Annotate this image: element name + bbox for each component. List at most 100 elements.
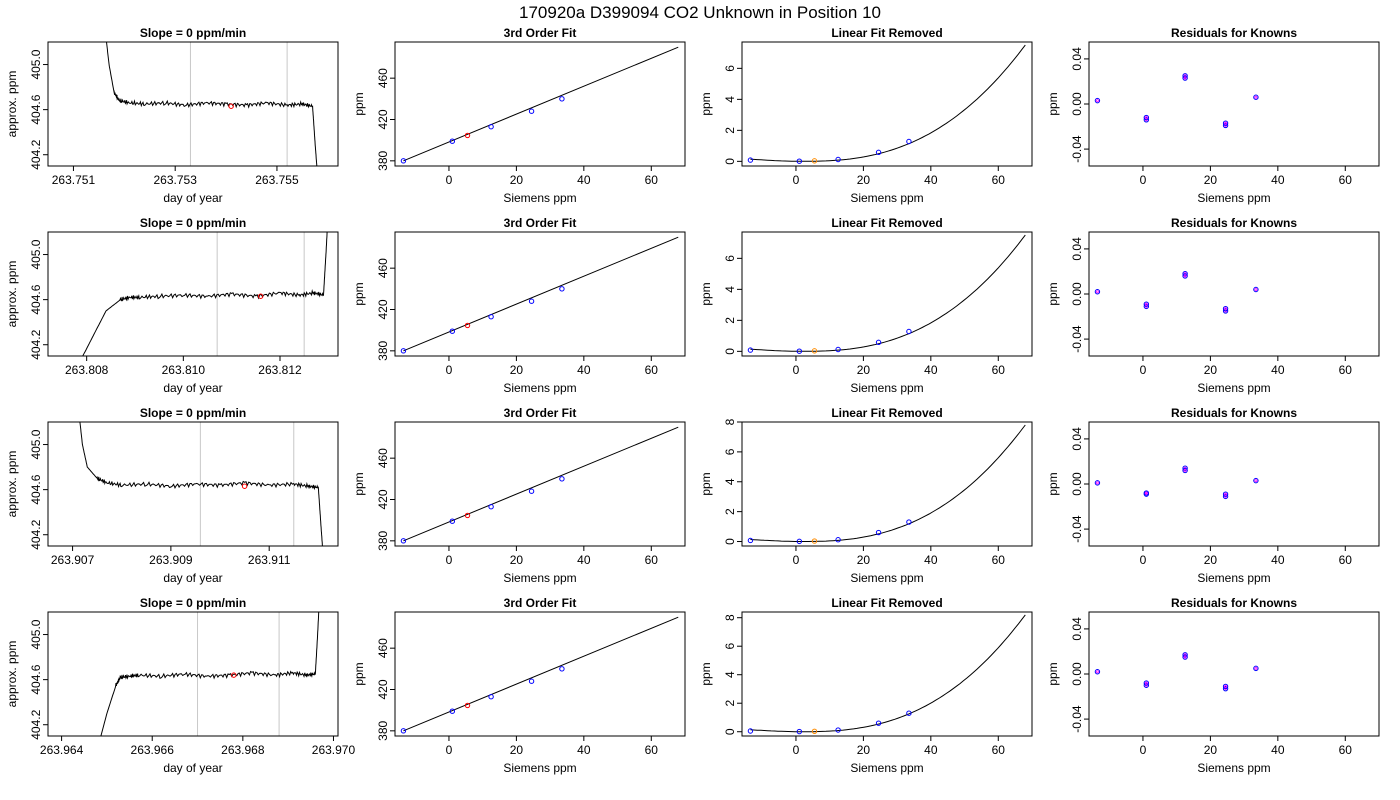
x-tick-label: 0 xyxy=(793,363,800,377)
panel-1-3: Residuals for Knowns 0 20 40 60 -0.04 0.00 0.04… xyxy=(1046,216,1380,395)
y-tick-label: 405.0 xyxy=(29,619,43,649)
panel-3-1: 3rd Order Fit 0 20 40 60 380 420 460 Siemens ppm… xyxy=(352,596,686,775)
panel-0-2: Linear Fit Removed 0 20 40 60 0 2 4 6 Siemens ppm… xyxy=(699,26,1033,205)
plot-area xyxy=(747,424,1026,545)
panel-title: Linear Fit Removed xyxy=(831,26,942,40)
known-point xyxy=(528,298,535,304)
y-tick-label: 0 xyxy=(723,728,737,735)
mean-point xyxy=(257,293,264,299)
x-tick-label: 0 xyxy=(1140,173,1147,187)
panel-3-0: Slope = 0 ppm/min 263.964 263.966 263.968 26… xyxy=(5,596,356,775)
known-point xyxy=(559,96,565,102)
panel-1-1: 3rd Order Fit 0 20 40 60 380 420 460 Siemens ppm… xyxy=(352,216,686,395)
y-tick-label: 460 xyxy=(376,258,390,278)
panel-3-2: Linear Fit Removed 0 20 40 60 0 2 4 6 8 Siemens pp… xyxy=(699,596,1033,775)
known-point xyxy=(400,348,407,354)
y-tick-label: 0 xyxy=(723,158,737,165)
panel-title: Linear Fit Removed xyxy=(831,596,942,610)
residual-point xyxy=(1222,122,1229,129)
y-axis-label: ppm xyxy=(352,472,366,495)
y-tick-label: 0 xyxy=(723,348,737,355)
plot-frame xyxy=(1088,231,1380,357)
y-tick-label: 2 xyxy=(723,508,737,515)
known-point xyxy=(835,156,841,163)
y-axis-label: ppm xyxy=(1046,472,1060,495)
x-tick-label: 0 xyxy=(793,553,800,567)
x-axis-label: Siemens ppm xyxy=(1197,761,1270,775)
y-tick-label: 0.04 xyxy=(1070,617,1084,641)
known-point xyxy=(488,124,494,130)
x-axis-label: Siemens ppm xyxy=(1197,571,1270,585)
y-tick-label: 404.2 xyxy=(29,709,43,739)
y-axis-label: ppm xyxy=(699,282,713,305)
x-tick-label: 0 xyxy=(1140,363,1147,377)
unknown-point xyxy=(811,158,818,164)
y-tick-label: 420 xyxy=(376,489,390,509)
x-tick-label: 40 xyxy=(1271,743,1285,757)
panel-title: Residuals for Knowns xyxy=(1171,406,1297,420)
panel-title: Slope = 0 ppm/min xyxy=(140,406,246,420)
y-tick-label: 6 xyxy=(723,65,737,72)
fit-curve xyxy=(403,616,679,732)
panel-title: Residuals for Knowns xyxy=(1171,216,1297,230)
plot-frame xyxy=(741,421,1033,547)
known-point xyxy=(488,694,494,700)
x-tick-label: 20 xyxy=(510,743,524,757)
y-tick-label: 6 xyxy=(723,448,737,455)
x-axis-label: day of year xyxy=(163,381,222,395)
panel-title: Slope = 0 ppm/min xyxy=(140,26,246,40)
panel-0-1: 3rd Order Fit 0 20 40 60 380 420 460 Siemens ppm… xyxy=(352,26,686,205)
x-tick-label: 60 xyxy=(992,363,1006,377)
known-point xyxy=(747,157,754,163)
x-tick-label: 20 xyxy=(857,363,871,377)
x-axis-label: Siemens ppm xyxy=(850,761,923,775)
residual-point xyxy=(1143,303,1150,310)
panel-title: Residuals for Knowns xyxy=(1171,596,1297,610)
residual-point-inner xyxy=(1144,302,1148,306)
x-tick-label: 263.970 xyxy=(312,743,356,757)
fit-curve xyxy=(403,426,679,542)
x-tick-label: 20 xyxy=(857,553,871,567)
y-axis-label: approx. ppm xyxy=(5,641,19,708)
x-axis-label: day of year xyxy=(163,761,222,775)
panel-title: 3rd Order Fit xyxy=(504,216,577,230)
x-axis-label: Siemens ppm xyxy=(503,571,576,585)
y-tick-label: 404.2 xyxy=(29,329,43,359)
y-tick-label: 0.04 xyxy=(1070,237,1084,261)
known-point xyxy=(449,518,456,524)
x-tick-label: 40 xyxy=(1271,173,1285,187)
known-point xyxy=(449,708,456,714)
residual-point-inner xyxy=(1224,121,1227,125)
mean-point xyxy=(228,103,234,109)
residual-point xyxy=(1094,480,1101,486)
known-point xyxy=(835,346,841,353)
residual-point xyxy=(1222,685,1229,692)
x-tick-label: 20 xyxy=(857,173,871,187)
unknown-point xyxy=(464,702,471,709)
x-tick-label: 40 xyxy=(1271,553,1285,567)
x-tick-label: 40 xyxy=(924,363,938,377)
plot-frame xyxy=(741,611,1033,737)
plot-frame xyxy=(47,611,339,737)
x-axis-label: Siemens ppm xyxy=(503,381,576,395)
x-tick-label: 0 xyxy=(446,743,453,757)
y-tick-label: 460 xyxy=(376,448,390,468)
residual-point xyxy=(1253,286,1259,293)
known-point xyxy=(559,286,565,292)
residual-point xyxy=(1182,75,1188,81)
x-tick-label: 263.755 xyxy=(255,173,299,187)
residual-point-inner xyxy=(1183,274,1187,278)
y-axis-label: ppm xyxy=(352,92,366,115)
y-tick-label: 2 xyxy=(723,317,737,324)
plot-frame xyxy=(1088,611,1380,737)
known-point xyxy=(835,727,841,733)
y-tick-label: 4 xyxy=(723,96,737,103)
residual-curve xyxy=(750,614,1026,733)
y-tick-label: 6 xyxy=(723,643,737,650)
x-tick-label: 0 xyxy=(1140,553,1147,567)
y-tick-label: 405.0 xyxy=(29,49,43,79)
known-point xyxy=(559,666,565,672)
residual-point-inner xyxy=(1254,288,1258,291)
known-point xyxy=(906,328,912,335)
